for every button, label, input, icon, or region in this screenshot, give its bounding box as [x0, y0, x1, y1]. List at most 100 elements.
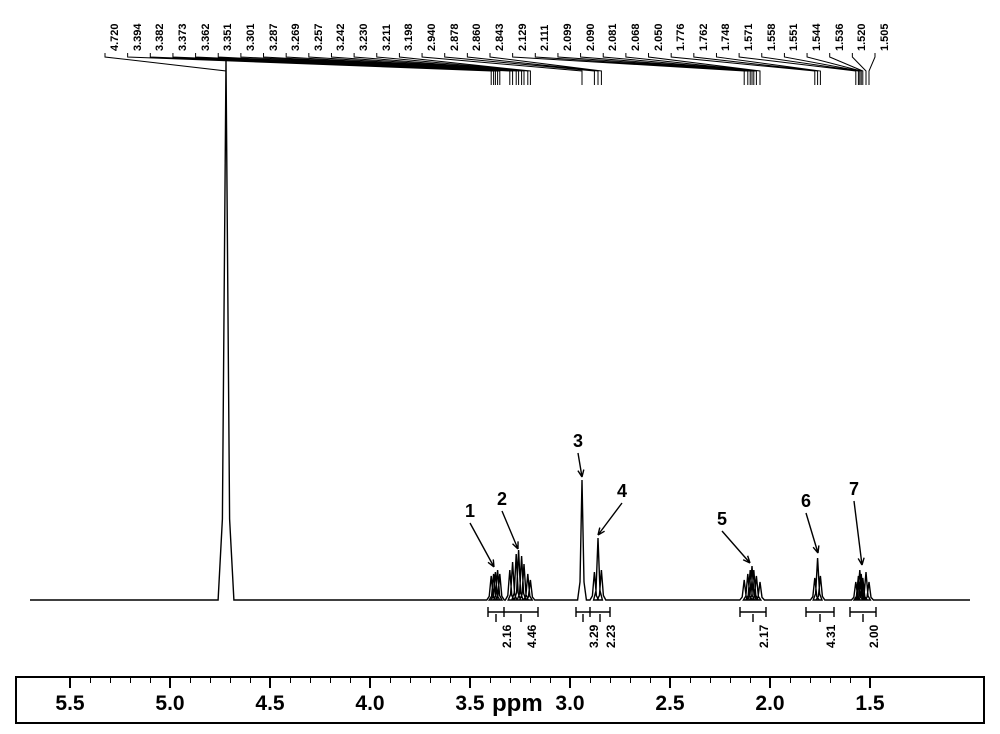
peak-ppm-label: 2.940	[426, 23, 438, 51]
peak-ppm-label: 3.198	[403, 23, 415, 51]
integral-label: 3.29	[587, 625, 601, 648]
axis-minor-tick	[190, 676, 191, 683]
axis-minor-tick	[590, 676, 591, 683]
peak-number-label: 3	[573, 431, 583, 452]
peak-ppm-label: 3.269	[290, 23, 302, 51]
peak-ppm-label: 1.520	[856, 23, 868, 51]
peak-ppm-label: 2.860	[471, 23, 483, 51]
peak-ppm-label: 2.068	[630, 23, 642, 51]
axis-major-tick	[769, 676, 771, 688]
peak-ppm-label: 2.090	[585, 23, 597, 51]
axis-minor-tick	[690, 676, 691, 683]
axis-tick-label: 4.0	[355, 692, 384, 716]
axis-major-tick	[469, 676, 471, 688]
axis-minor-tick	[610, 676, 611, 683]
peak-ppm-label: 3.242	[335, 23, 347, 51]
peak-ppm-label: 1.551	[788, 23, 800, 51]
peak-ppm-label: 1.571	[743, 23, 755, 51]
axis-minor-tick	[130, 676, 131, 683]
axis-tick-label: 5.5	[55, 692, 84, 716]
peak-ppm-label: 2.050	[653, 23, 665, 51]
peak-ppm-label: 3.394	[132, 23, 144, 51]
peak-ppm-label: 3.287	[268, 23, 280, 51]
axis-minor-tick	[490, 676, 491, 683]
axis-minor-tick	[730, 676, 731, 683]
peak-ppm-label: 1.505	[879, 23, 891, 51]
integral-label: 2.17	[757, 625, 771, 648]
peak-number-label: 4	[617, 481, 627, 502]
axis-minor-tick	[410, 676, 411, 683]
axis-minor-tick	[110, 676, 111, 683]
peak-number-label: 5	[717, 509, 727, 530]
nmr-plot-area	[30, 5, 970, 645]
axis-major-tick	[669, 676, 671, 688]
nmr-spectrum-figure: { "figure": { "width_px": 1000, "height_…	[0, 0, 1000, 734]
axis-minor-tick	[290, 676, 291, 683]
axis-major-tick	[869, 676, 871, 688]
axis-minor-tick	[350, 676, 351, 683]
axis-tick-label: 1.5	[855, 692, 884, 716]
axis-minor-tick	[430, 676, 431, 683]
integral-label: 4.46	[525, 625, 539, 648]
peak-number-label: 2	[497, 489, 507, 510]
peak-ppm-label: 3.362	[200, 23, 212, 51]
axis-major-tick	[169, 676, 171, 688]
axis-tick-label: 5.0	[155, 692, 184, 716]
axis-minor-tick	[630, 676, 631, 683]
axis-minor-tick	[450, 676, 451, 683]
peak-ppm-label: 3.230	[358, 23, 370, 51]
peak-ppm-label: 1.776	[675, 23, 687, 51]
axis-minor-tick	[230, 676, 231, 683]
peak-ppm-label: 2.111	[539, 25, 551, 51]
integral-label: 2.16	[500, 625, 514, 648]
peak-ppm-label: 3.373	[177, 23, 189, 51]
axis-major-tick	[269, 676, 271, 688]
axis-minor-tick	[550, 676, 551, 683]
peak-number-label: 1	[465, 501, 475, 522]
axis-minor-tick	[750, 676, 751, 683]
axis-minor-tick	[90, 676, 91, 683]
peak-number-label: 7	[849, 479, 859, 500]
axis-tick-label: 2.0	[755, 692, 784, 716]
axis-tick-label: 2.5	[655, 692, 684, 716]
axis-minor-tick	[210, 676, 211, 683]
peak-ppm-label: 1.544	[811, 23, 823, 51]
peak-ppm-label: 1.558	[766, 23, 778, 51]
axis-minor-tick	[790, 676, 791, 683]
peak-ppm-label: 3.301	[245, 23, 257, 51]
peak-ppm-label: 3.351	[222, 23, 234, 51]
nmr-svg	[30, 5, 970, 645]
peak-ppm-label: 2.878	[449, 23, 461, 51]
integral-label: 4.31	[824, 625, 838, 648]
peak-ppm-label: 3.257	[313, 23, 325, 51]
integral-brackets	[488, 607, 876, 622]
axis-minor-tick	[310, 676, 311, 683]
peak-ppm-label: 2.843	[494, 23, 506, 51]
axis-minor-tick	[150, 676, 151, 683]
axis-minor-tick	[390, 676, 391, 683]
peak-ppm-label: 2.099	[562, 23, 574, 51]
peak-ppm-label: 3.211	[381, 24, 393, 51]
axis-minor-tick	[250, 676, 251, 683]
axis-minor-tick	[830, 676, 831, 683]
axis-minor-tick	[710, 676, 711, 683]
peak-ppm-label: 2.081	[607, 23, 619, 51]
axis-minor-tick	[530, 676, 531, 683]
axis-major-tick	[69, 676, 71, 688]
axis-minor-tick	[850, 676, 851, 683]
peak-leader-lines	[105, 53, 875, 85]
peak-ppm-label: 4.720	[109, 23, 121, 51]
axis-minor-tick	[810, 676, 811, 683]
axis-tick-label: 4.5	[255, 692, 284, 716]
axis-major-tick	[569, 676, 571, 688]
axis-major-tick	[369, 676, 371, 688]
axis-minor-tick	[650, 676, 651, 683]
peak-ppm-label: 1.762	[698, 23, 710, 51]
spectrum-trace	[30, 60, 970, 600]
peak-ppm-label: 2.129	[517, 23, 529, 51]
peak-ppm-label: 1.536	[834, 23, 846, 51]
peak-ppm-label: 3.382	[154, 23, 166, 51]
integral-label: 2.00	[867, 625, 881, 648]
axis-minor-tick	[510, 676, 511, 683]
axis-minor-tick	[330, 676, 331, 683]
